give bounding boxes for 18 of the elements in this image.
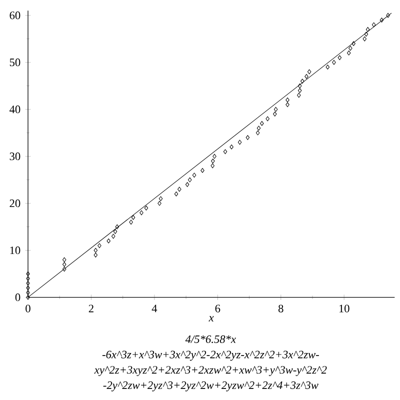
x-tick-label: 10 bbox=[339, 304, 350, 312]
text: -6x^3z+x^3w+3x^2y^2-2x^2yz-x^2z^2+3x^2zw- bbox=[102, 350, 319, 361]
x-tick-label: 4 bbox=[152, 304, 158, 312]
x-tick-label: 8 bbox=[278, 304, 284, 312]
y-tick-label: 30 bbox=[10, 152, 20, 160]
text: xy^2z+3xyz^2+2xz^3+2xzw^2+xw^3+y^3w-y^2z^2 bbox=[94, 366, 327, 376]
x-tick-label: 6 bbox=[215, 304, 220, 312]
text: 4/5*6.58*x bbox=[185, 335, 236, 344]
y-tick-label: 40 bbox=[10, 106, 20, 114]
y-tick-label: 20 bbox=[10, 200, 20, 208]
y-tick-label: 0 bbox=[15, 294, 20, 302]
y-tick-label: 10 bbox=[10, 246, 20, 254]
x-tick-label: 0 bbox=[26, 304, 30, 312]
x-axis-title: x bbox=[208, 316, 214, 322]
y-tick-label: 50 bbox=[10, 58, 20, 66]
text: -2y^2zw+2yz^3+2yz^2w+2yzw^2+2z^4+3z^3w bbox=[103, 381, 318, 392]
y-tick-label: 60 bbox=[10, 12, 20, 20]
x-tick-label: 2 bbox=[88, 304, 94, 312]
